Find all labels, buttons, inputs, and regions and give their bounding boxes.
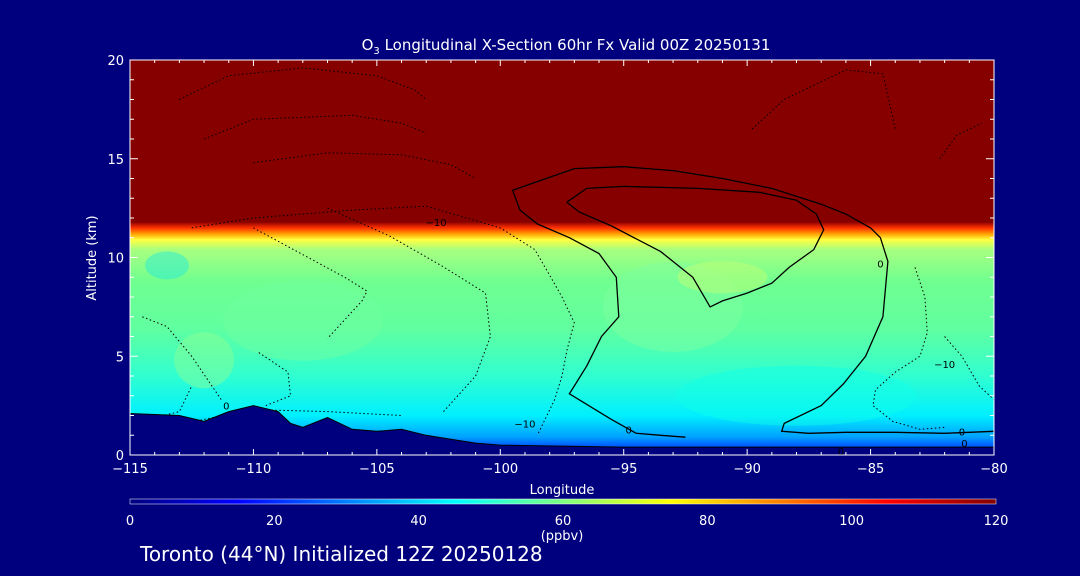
ozone-field (130, 60, 994, 455)
field-variation (603, 261, 744, 352)
contour-solid (512, 166, 994, 434)
field-variation (145, 251, 190, 280)
chart-title: O3 Longitudinal X-Section 60hr Fx Valid … (362, 36, 771, 57)
contour-label: 0 (223, 402, 229, 413)
contour-label: 0 (959, 427, 965, 438)
x-tick-label: −90 (733, 462, 760, 477)
contour-dotted (253, 227, 368, 339)
colorbar-units: (ppbv) (541, 529, 584, 544)
contour-dotted (939, 122, 982, 160)
contour-label: −10 (514, 419, 535, 430)
field-variation (222, 280, 383, 361)
y-axis: 0 5 10 15 20 (107, 54, 994, 464)
field-variation (676, 365, 917, 426)
x-tick-label: −115 (112, 462, 148, 477)
y-tick-label: 20 (107, 54, 124, 69)
contour-label: 0 (877, 259, 883, 270)
x-axis-label: Longitude (530, 483, 595, 498)
x-tick-label: −105 (359, 462, 395, 477)
colorbar-tick-label: 100 (839, 514, 864, 529)
x-tick-label: −100 (482, 462, 518, 477)
contour-dotted (872, 267, 945, 430)
contour-solid (566, 185, 825, 308)
y-tick-label: 5 (116, 350, 124, 365)
x-axis: −115 −110 −105 −100 −95 −90 −85 −80 (112, 60, 1008, 477)
colorbar-tick-label: 60 (555, 514, 572, 529)
contour-label: −10 (934, 360, 955, 371)
contour-label: 0 (838, 447, 844, 458)
colorbar-tick-label: 80 (699, 514, 716, 529)
contour-label: 0 (625, 425, 631, 436)
contour-dotted (944, 336, 994, 401)
y-axis-label: Altitude (km) (85, 215, 100, 300)
field-variations (145, 251, 917, 426)
contour-label: −10 (426, 218, 447, 229)
colorbar-ticks: 0 20 40 60 80 100 120 (126, 514, 1009, 529)
field-variation (174, 332, 235, 389)
colorbar-tick-label: 120 (984, 514, 1009, 529)
contour-dotted (142, 316, 222, 400)
colorbar (129, 498, 997, 505)
field-variation (677, 261, 768, 294)
y-tick-label: 0 (116, 449, 124, 464)
contour-label: 0 (961, 439, 967, 450)
contour-dotted (253, 152, 476, 179)
colorbar-tick-label: 40 (410, 514, 427, 529)
y-tick-label: 10 (107, 252, 124, 267)
contour-dotted (751, 69, 896, 130)
y-tick-label: 15 (107, 153, 124, 168)
colorbar-tick-label: 0 (126, 514, 134, 529)
x-tick-label: −85 (857, 462, 884, 477)
terrain-mask (130, 405, 994, 455)
x-tick-label: −80 (980, 462, 1007, 477)
contour-solid (511, 190, 686, 438)
x-tick-label: −95 (610, 462, 637, 477)
x-tick-label: −110 (236, 462, 272, 477)
colorbar-tick-label: 20 (266, 514, 283, 529)
footer-caption: Toronto (44°N) Initialized 12Z 20250128 (140, 542, 543, 566)
contour-dotted (258, 351, 292, 407)
